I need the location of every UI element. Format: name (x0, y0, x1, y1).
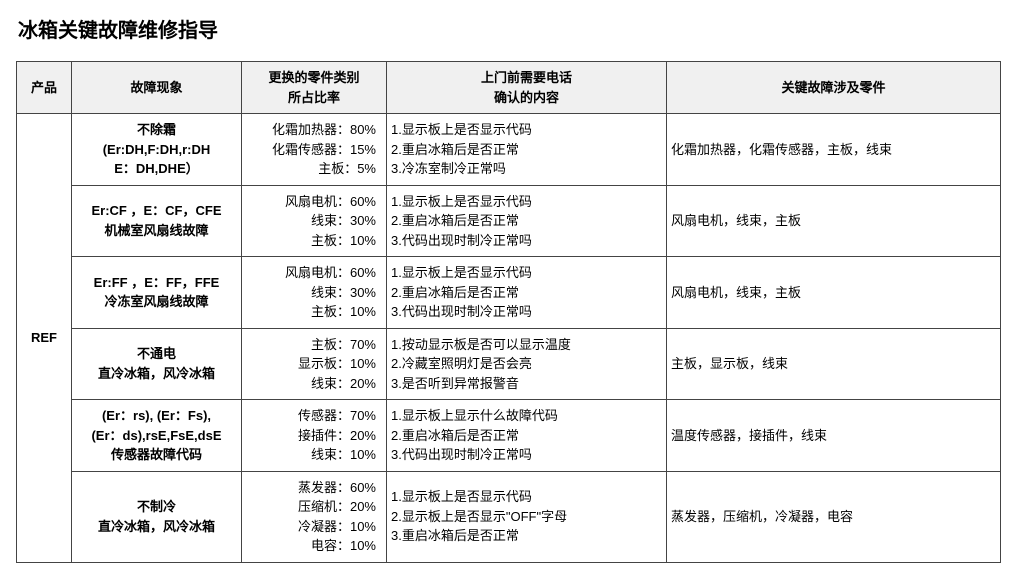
table-row: REF不除霜(Er:DH,F:DH,r:DHE：DH,DHE）化霜加热器：80%… (17, 114, 1001, 186)
confirm-cell: 1.显示板上是否显示代码2.重启冰箱后是否正常3.冷冻室制冷正常吗 (387, 114, 667, 186)
header-confirm: 上门前需要电话 确认的内容 (387, 62, 667, 114)
confirm-cell: 1.显示板上是否显示代码2.重启冰箱后是否正常3.代码出现时制冷正常吗 (387, 257, 667, 329)
symptom-cell: 不通电直冷冰箱，风冷冰箱 (72, 328, 242, 400)
parts-ratio-cell: 化霜加热器：80%化霜传感器：15%主板：5% (242, 114, 387, 186)
product-cell: REF (17, 114, 72, 563)
key-parts-cell: 风扇电机，线束，主板 (667, 257, 1001, 329)
table-row: (Er：rs), (Er：Fs),(Er：ds),rsE,FsE,dsE传感器故… (17, 400, 1001, 472)
header-parts-ratio: 更换的零件类别 所占比率 (242, 62, 387, 114)
parts-ratio-cell: 蒸发器：60%压缩机：20%冷凝器：10%电容：10% (242, 471, 387, 562)
header-symptom: 故障现象 (72, 62, 242, 114)
parts-ratio-cell: 风扇电机：60%线束：30%主板：10% (242, 185, 387, 257)
parts-ratio-cell: 主板：70%显示板：10%线束：20% (242, 328, 387, 400)
page-title: 冰箱关键故障维修指导 (18, 14, 1001, 43)
key-parts-cell: 化霜加热器，化霜传感器，主板，线束 (667, 114, 1001, 186)
confirm-cell: 1.按动显示板是否可以显示温度2.冷藏室照明灯是否会亮3.是否听到异常报警音 (387, 328, 667, 400)
header-key-parts: 关键故障涉及零件 (667, 62, 1001, 114)
symptom-cell: 不除霜(Er:DH,F:DH,r:DHE：DH,DHE） (72, 114, 242, 186)
table-header-row: 产品 故障现象 更换的零件类别 所占比率 上门前需要电话 确认的内容 关键故障涉… (17, 62, 1001, 114)
confirm-cell: 1.显示板上是否显示代码2.重启冰箱后是否正常3.代码出现时制冷正常吗 (387, 185, 667, 257)
fault-guide-table: 产品 故障现象 更换的零件类别 所占比率 上门前需要电话 确认的内容 关键故障涉… (16, 61, 1001, 563)
key-parts-cell: 温度传感器，接插件，线束 (667, 400, 1001, 472)
symptom-cell: (Er：rs), (Er：Fs),(Er：ds),rsE,FsE,dsE传感器故… (72, 400, 242, 472)
symptom-cell: 不制冷直冷冰箱，风冷冰箱 (72, 471, 242, 562)
symptom-cell: Er:CF ，E：CF，CFE机械室风扇线故障 (72, 185, 242, 257)
confirm-cell: 1.显示板上显示什么故障代码2.重启冰箱后是否正常3.代码出现时制冷正常吗 (387, 400, 667, 472)
table-row: 不制冷直冷冰箱，风冷冰箱蒸发器：60%压缩机：20%冷凝器：10%电容：10%1… (17, 471, 1001, 562)
key-parts-cell: 风扇电机，线束，主板 (667, 185, 1001, 257)
table-row: 不通电直冷冰箱，风冷冰箱主板：70%显示板：10%线束：20%1.按动显示板是否… (17, 328, 1001, 400)
confirm-cell: 1.显示板上是否显示代码2.显示板上是否显示"OFF"字母3.重启冰箱后是否正常 (387, 471, 667, 562)
key-parts-cell: 主板，显示板，线束 (667, 328, 1001, 400)
parts-ratio-cell: 风扇电机：60%线束：30%主板：10% (242, 257, 387, 329)
table-row: Er:FF ，E：FF，FFE冷冻室风扇线故障风扇电机：60%线束：30%主板：… (17, 257, 1001, 329)
header-product: 产品 (17, 62, 72, 114)
key-parts-cell: 蒸发器，压缩机，冷凝器，电容 (667, 471, 1001, 562)
table-row: Er:CF ，E：CF，CFE机械室风扇线故障风扇电机：60%线束：30%主板：… (17, 185, 1001, 257)
symptom-cell: Er:FF ，E：FF，FFE冷冻室风扇线故障 (72, 257, 242, 329)
parts-ratio-cell: 传感器：70%接插件：20%线束：10% (242, 400, 387, 472)
